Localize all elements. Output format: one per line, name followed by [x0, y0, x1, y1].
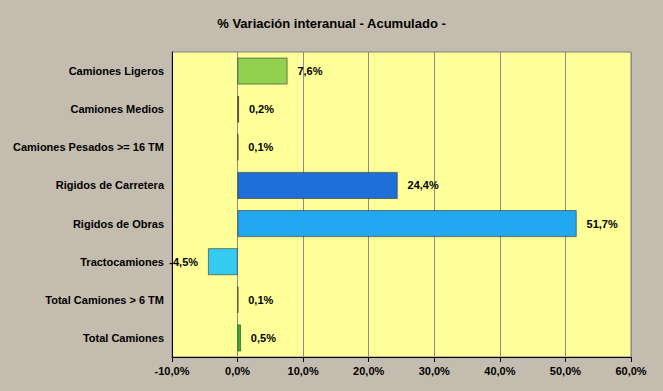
svg-text:-4,5%: -4,5% [169, 256, 198, 268]
svg-text:10,0%: 10,0% [288, 365, 319, 377]
svg-text:30,0%: 30,0% [419, 365, 450, 377]
svg-text:60,0%: 60,0% [615, 365, 646, 377]
svg-text:Camiones Ligeros: Camiones Ligeros [69, 65, 164, 77]
svg-text:Camiones Medios: Camiones Medios [70, 103, 164, 115]
svg-text:Total Camiones > 6 TM: Total Camiones > 6 TM [45, 294, 164, 306]
svg-text:40,0%: 40,0% [484, 365, 515, 377]
svg-text:Tractocamiones: Tractocamiones [80, 256, 164, 268]
svg-text:Camiones Pesados >= 16 TM: Camiones Pesados >= 16 TM [13, 141, 164, 153]
svg-text:7,6%: 7,6% [297, 65, 322, 77]
svg-text:Rigidos de Carretera: Rigidos de Carretera [56, 179, 165, 191]
svg-text:Rigidos de Obras: Rigidos de Obras [73, 218, 164, 230]
svg-text:0,1%: 0,1% [248, 141, 273, 153]
svg-text:0,1%: 0,1% [248, 294, 273, 306]
svg-text:Total Camiones: Total Camiones [83, 332, 164, 344]
svg-text:24,4%: 24,4% [408, 179, 439, 191]
svg-text:% Variación interanual - Acumu: % Variación interanual - Acumulado - [217, 16, 446, 31]
svg-text:50,0%: 50,0% [550, 365, 581, 377]
svg-text:20,0%: 20,0% [353, 365, 384, 377]
svg-text:-10,0%: -10,0% [155, 365, 190, 377]
svg-text:0,0%: 0,0% [225, 365, 250, 377]
svg-text:0,2%: 0,2% [249, 103, 274, 115]
svg-text:0,5%: 0,5% [251, 332, 276, 344]
svg-text:51,7%: 51,7% [587, 218, 618, 230]
